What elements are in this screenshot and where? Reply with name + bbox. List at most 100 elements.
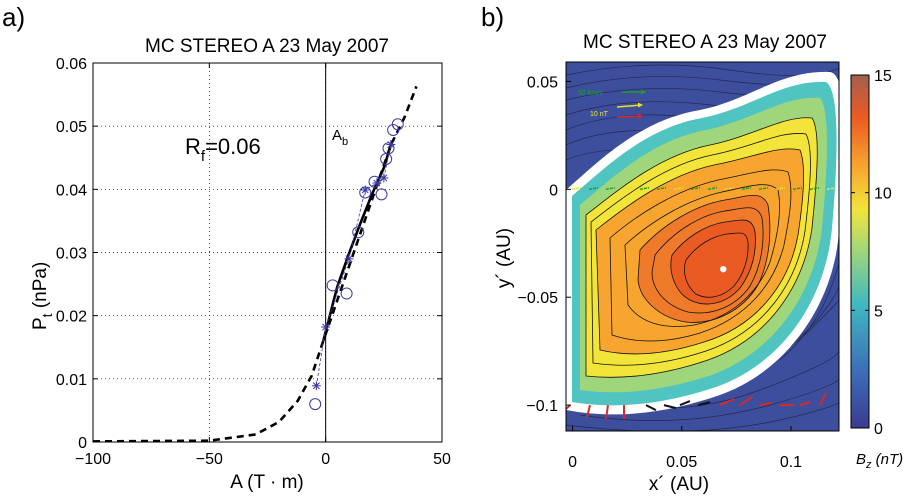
x-tick-label: 50 [433, 451, 451, 468]
track-arrow-bottom [679, 400, 691, 407]
track-arrow-bottom [799, 401, 811, 407]
vector-legend: 50 km/s 10 nT [578, 89, 646, 119]
fit-solid-curve [322, 144, 393, 342]
track-arrow-top [673, 187, 684, 191]
colorbar-tick-label: 5 [874, 303, 883, 320]
track-arrow-bottom [566, 404, 571, 411]
legend-velocity-arrowhead [641, 89, 646, 95]
y-tick-label: 0.05 [56, 119, 87, 136]
panel-a-title: MC STEREO A 23 May 2007 [145, 36, 389, 57]
colorbar-tick-label: 10 [874, 186, 892, 203]
legend-field-arrowhead-red [638, 113, 643, 119]
rf-annotation: Rf=0.06 [185, 134, 261, 165]
bz-map: 50 km/s 10 nT [566, 62, 839, 431]
colorbar-tick-label: 15 [874, 68, 892, 85]
circle-point [326, 279, 339, 292]
center-marker [720, 265, 727, 273]
track-arrow-bottom [586, 404, 591, 418]
y-tick-label: 0.03 [56, 246, 87, 263]
panel-a-ticks: −100 −50 0 50 0 0.01 0.02 0.03 0.04 0.05 0.06 [56, 56, 451, 468]
track-arrow-top [690, 187, 701, 191]
star-point [386, 139, 396, 149]
star-point [344, 254, 354, 264]
panel-a-label: a) [2, 2, 25, 32]
track-arrow-bottom [759, 402, 773, 407]
colorbar-ticks: 0 5 10 15 [851, 68, 892, 438]
panel-a: a) MC STEREO A 23 May 2007 −100 −50 0 50 0 0.… [2, 2, 451, 493]
y-tick-label: 0 [78, 435, 87, 452]
star-point [321, 322, 331, 332]
star-point [311, 381, 321, 391]
colorbar-label: Bz (nT) [856, 451, 903, 471]
panel-a-xlabel: A (T · m) [230, 472, 304, 493]
x-tick-label: −100 [75, 451, 111, 468]
track-arrow-top [605, 187, 616, 191]
legend-field-label: 10 nT [590, 111, 609, 118]
track-arrow-top [622, 187, 633, 191]
circle-point [391, 118, 404, 131]
track-arrow-top [656, 187, 667, 191]
circle-point [340, 287, 353, 300]
x-tick-label: −50 [196, 451, 223, 468]
legend-field-arrow-yellow [616, 104, 643, 108]
y-tick-label: 0.06 [56, 56, 87, 73]
b-y-tick-label: −0.1 [526, 398, 558, 415]
x-tick-label: 0 [321, 451, 330, 468]
ab-annotation: Ab [332, 127, 348, 148]
legend-velocity-label: 50 km/s [578, 90, 603, 97]
colorbar-tick-label: 0 [874, 421, 883, 438]
track-arrow-bottom [697, 401, 711, 407]
track-arrow-top [792, 187, 803, 191]
track-arrow-bottom [645, 404, 657, 411]
contour-level-6 [670, 220, 756, 304]
panel-b-plot-frame [565, 61, 840, 432]
colorbar [850, 74, 870, 429]
circle-point [375, 188, 388, 201]
star-point [372, 178, 382, 188]
circle-point [352, 226, 365, 239]
track-arrow-top [707, 187, 718, 191]
circle-point [368, 175, 381, 188]
legend-field-arrowhead-yellow [638, 102, 643, 108]
inner-contour-lines [585, 117, 818, 378]
track-arrow-bottom [663, 404, 677, 410]
b-y-tick-label: −0.05 [518, 290, 559, 307]
velocity-vectors [566, 187, 837, 420]
track-arrow-bottom [605, 404, 609, 420]
panel-b-ylabel: y´ (AU) [494, 228, 515, 288]
track-arrow-top [775, 187, 786, 191]
panel-a-points [309, 118, 404, 411]
track-arrow-bottom [719, 398, 735, 407]
track-arrow-bottom [819, 392, 827, 406]
panel-b-label: b) [481, 2, 504, 32]
track-arrow-top [571, 187, 582, 191]
panel-b: b) MC STEREO A 23 May 2007 [481, 2, 903, 495]
b-y-tick-label: 0.05 [527, 74, 558, 91]
b-y-tick-label: 0 [549, 182, 558, 199]
track-arrow-top [639, 187, 650, 191]
panel-a-ylabel: Pt (nPa) [30, 262, 55, 330]
track-arrow-top [724, 187, 735, 191]
panel-b-xlabel: x´ (AU) [649, 474, 709, 495]
track-arrow-top [758, 187, 769, 191]
y-tick-label: 0.01 [56, 372, 87, 389]
track-arrow-bottom [739, 396, 753, 406]
fit-dashed-curve [93, 85, 418, 442]
panel-b-title: MC STEREO A 23 May 2007 [583, 32, 827, 53]
track-arrow-top [826, 187, 837, 191]
circle-point [309, 398, 322, 411]
panel-b-ticks: 0 0.05 0.1 0.05 0 −0.05 −0.1 [518, 74, 803, 471]
star-point [360, 185, 370, 195]
y-tick-label: 0.02 [56, 309, 87, 326]
legend-field-arrow-red [616, 115, 643, 118]
track-arrow-top [809, 187, 820, 191]
track-arrow-top [588, 187, 599, 191]
b-x-tick-label: 0 [568, 454, 577, 471]
b-x-tick-label: 0.05 [666, 454, 697, 471]
y-tick-label: 0.04 [56, 182, 87, 199]
star-point [379, 173, 389, 183]
b-x-tick-label: 0.1 [780, 454, 802, 471]
track-arrow-top [741, 187, 752, 191]
panel-a-plot-area [92, 62, 443, 443]
